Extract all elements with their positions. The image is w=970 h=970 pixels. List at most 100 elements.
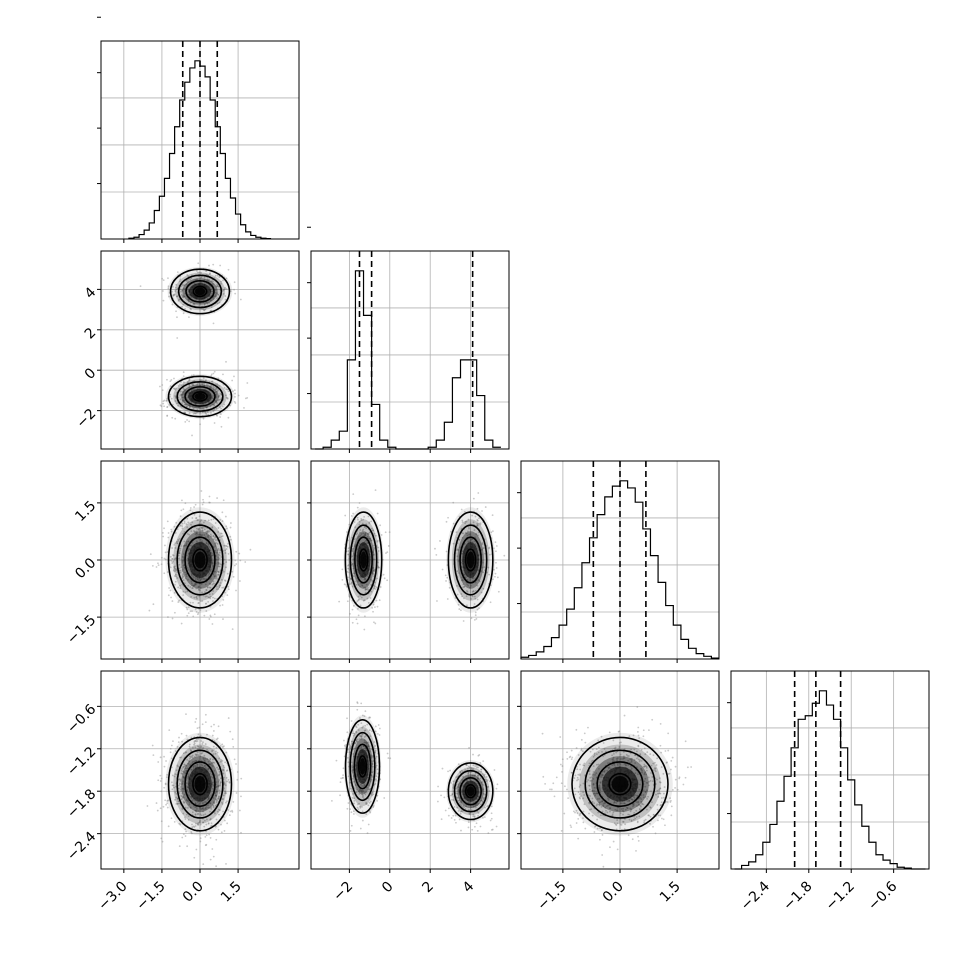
- sample-point: [152, 603, 155, 606]
- sample-point: [161, 389, 164, 392]
- sample-point: [188, 378, 191, 380]
- sample-point: [160, 777, 163, 780]
- sample-point: [201, 723, 204, 726]
- sample-point: [160, 820, 163, 823]
- sample-point: [212, 297, 215, 300]
- sample-point: [178, 383, 181, 386]
- sample-point: [177, 384, 180, 387]
- sample-point: [218, 394, 221, 397]
- x-tick-label: 2: [419, 879, 437, 897]
- sample-point: [174, 290, 177, 292]
- sample-point: [221, 511, 224, 514]
- sample-point: [207, 279, 209, 282]
- sample-point: [484, 506, 487, 508]
- sample-point: [203, 614, 206, 617]
- sample-point: [224, 515, 227, 518]
- sample-point: [171, 557, 174, 560]
- sample-point: [356, 702, 359, 705]
- sample-point: [346, 731, 349, 734]
- sample-point: [182, 296, 184, 298]
- sample-point: [195, 531, 198, 534]
- sample-point: [479, 825, 482, 828]
- sample-point: [218, 562, 220, 565]
- sample-point: [246, 396, 249, 399]
- panel-2-1: [307, 460, 510, 663]
- sample-point: [233, 281, 236, 284]
- sample-point: [199, 379, 201, 382]
- sample-point: [215, 393, 218, 396]
- sample-point: [169, 747, 172, 750]
- sample-point: [205, 602, 208, 605]
- sample-point: [217, 293, 220, 296]
- sample-point: [388, 531, 391, 534]
- sample-point: [220, 407, 222, 410]
- sample-point: [186, 614, 189, 617]
- sample-point: [176, 337, 179, 339]
- sample-point: [183, 388, 185, 391]
- sample-point: [184, 403, 187, 406]
- sample-point: [462, 620, 465, 622]
- sample-point: [179, 587, 182, 590]
- sample-point: [616, 848, 619, 851]
- sample-point: [342, 774, 344, 777]
- sample-point: [170, 379, 173, 381]
- sample-point: [179, 394, 182, 397]
- sample-point: [225, 277, 228, 280]
- y-tick-label: 0: [82, 365, 100, 383]
- sample-point: [216, 384, 219, 387]
- sample-point: [218, 398, 221, 401]
- sample-point: [436, 800, 439, 803]
- sample-point: [215, 285, 218, 288]
- sample-point: [473, 825, 476, 828]
- sample-point: [210, 384, 213, 387]
- sample-point: [229, 730, 232, 733]
- sample-point: [203, 309, 205, 312]
- sample-point: [166, 406, 169, 409]
- sample-point: [188, 379, 190, 382]
- sample-point: [205, 406, 208, 409]
- sample-point: [180, 509, 183, 512]
- sample-point: [206, 405, 208, 408]
- sample-point: [467, 826, 470, 829]
- sample-point: [216, 292, 218, 294]
- sample-point: [203, 382, 206, 385]
- sample-point: [435, 553, 438, 556]
- sample-point: [189, 301, 192, 304]
- sample-point: [182, 381, 185, 384]
- sample-point: [367, 823, 370, 826]
- sample-point: [169, 380, 172, 383]
- sample-point: [361, 819, 364, 822]
- sample-point: [166, 415, 169, 417]
- x-tick-label: −3.0: [95, 879, 130, 914]
- sample-point: [205, 542, 208, 545]
- sample-point: [192, 374, 195, 377]
- sample-point: [160, 563, 163, 566]
- sample-point: [229, 290, 232, 292]
- sample-point: [335, 759, 338, 762]
- contour-line: [192, 391, 208, 402]
- sample-point: [189, 278, 192, 281]
- x-tick-label: −2: [330, 879, 356, 905]
- sample-point: [339, 781, 342, 784]
- sample-point: [198, 384, 201, 387]
- sample-point: [192, 412, 195, 415]
- sample-point: [180, 732, 183, 735]
- sample-point: [139, 285, 142, 288]
- sample-point: [206, 278, 209, 281]
- sample-point: [212, 565, 214, 567]
- sample-point: [167, 616, 169, 618]
- sample-point: [200, 526, 203, 529]
- sample-point: [234, 392, 236, 395]
- sample-point: [374, 489, 377, 492]
- sample-point: [239, 298, 242, 301]
- sample-point: [196, 597, 198, 600]
- sample-point: [166, 405, 169, 408]
- sample-point: [198, 302, 201, 305]
- sample-point: [191, 434, 193, 437]
- sample-point: [445, 520, 448, 523]
- sample-point: [496, 576, 499, 579]
- sample-point: [185, 713, 187, 716]
- sample-point: [206, 302, 209, 304]
- sample-point: [217, 573, 220, 576]
- sample-point: [201, 408, 203, 410]
